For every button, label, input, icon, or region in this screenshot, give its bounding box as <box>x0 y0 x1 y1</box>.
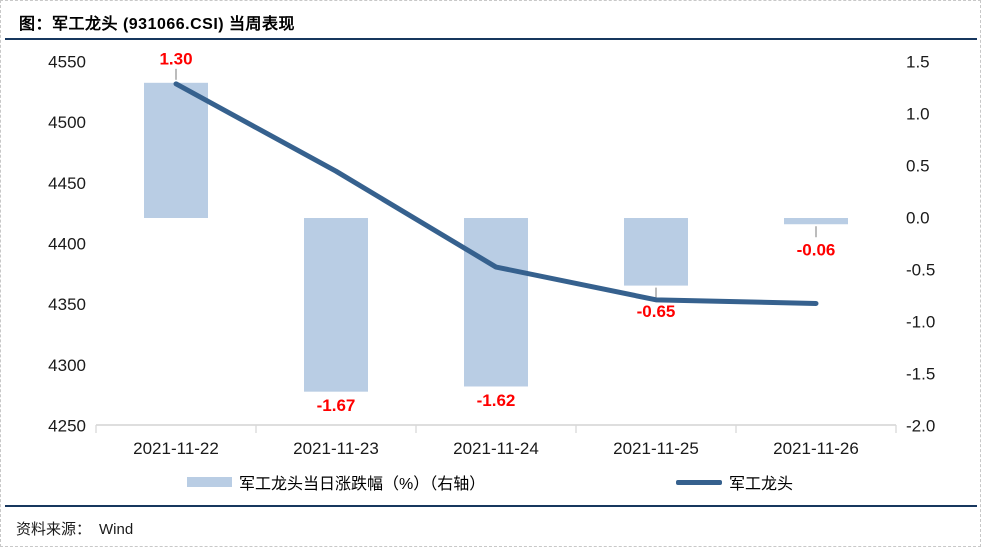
right-axis-tick-label: -1.0 <box>906 313 935 332</box>
x-axis-category-label: 2021-11-26 <box>773 439 859 458</box>
title-divider-rule <box>5 38 977 40</box>
bar-value-label: -0.06 <box>797 241 836 260</box>
right-axis-tick-label: 1.5 <box>906 53 930 72</box>
right-axis-tick-label: 0.5 <box>906 157 930 176</box>
bar-value-label: -0.65 <box>637 302 676 321</box>
right-axis-tick-label: -1.5 <box>906 365 935 384</box>
index-line-series <box>173 81 819 306</box>
right-axis-labels: 1.5 1.0 0.5 0.0 -0.5 -1.0 -1.5 -2.0 <box>906 53 935 436</box>
left-axis-tick-label: 4450 <box>48 174 86 193</box>
x-axis-category-label: 2021-11-22 <box>133 439 219 458</box>
bar-2021-11-26 <box>784 218 848 225</box>
source-label: 资料来源： <box>16 522 92 538</box>
bar-value-label: -1.62 <box>477 391 516 410</box>
bar-value-label: -1.67 <box>317 396 356 415</box>
legend-label-bars: 军工龙头当日涨跌幅（%）（右轴） <box>239 476 486 493</box>
right-axis-tick-label: 1.0 <box>906 105 930 124</box>
left-axis-tick-label: 4250 <box>48 417 86 436</box>
bar-2021-11-23 <box>304 218 368 392</box>
right-axis-tick-label: -0.5 <box>906 261 935 280</box>
left-axis-tick-label: 4400 <box>48 235 86 254</box>
left-axis-tick-label: 4300 <box>48 356 86 375</box>
bar-value-label: 1.30 <box>159 49 192 68</box>
right-axis-tick-label: -2.0 <box>906 417 935 436</box>
bar-2021-11-22 <box>144 82 208 218</box>
x-axis-category-label: 2021-11-23 <box>293 439 379 458</box>
left-axis-tick-label: 4500 <box>48 113 86 132</box>
bar-series <box>144 82 848 392</box>
x-axis-category-label: 2021-11-24 <box>453 439 539 458</box>
x-axis <box>95 424 897 433</box>
left-axis-labels: 4550 4500 4450 4400 4350 4300 4250 <box>48 53 86 436</box>
line-series-swatch <box>676 479 722 485</box>
legend-label-line: 军工龙头 <box>729 476 794 493</box>
bar-2021-11-24 <box>464 218 528 387</box>
source-value: Wind <box>99 521 134 538</box>
left-axis-tick-label: 4350 <box>48 295 86 314</box>
line-series <box>173 81 819 306</box>
x-axis-category-label: 2021-11-25 <box>613 439 699 458</box>
footer-divider-rule <box>5 505 977 507</box>
x-axis-category-labels: 2021-11-22 2021-11-23 2021-11-24 2021-11-25… <box>133 439 859 458</box>
right-axis-tick-label: 0.0 <box>906 209 930 228</box>
legend-item-line: 军工龙头 <box>676 472 794 493</box>
chart-title: 图：军工龙头 (931066.CSI) 当周表现 <box>19 16 296 33</box>
bar-2021-11-25 <box>624 218 688 286</box>
bar-series-swatch <box>187 477 232 487</box>
source-row: 资料来源： Wind <box>16 518 133 539</box>
bar-value-labels: 1.30 -1.67 -1.62 -0.65 -0.06 <box>159 49 835 415</box>
legend-item-bars: 军工龙头当日涨跌幅（%）（右轴） <box>187 472 486 493</box>
left-axis-tick-label: 4550 <box>48 53 86 72</box>
